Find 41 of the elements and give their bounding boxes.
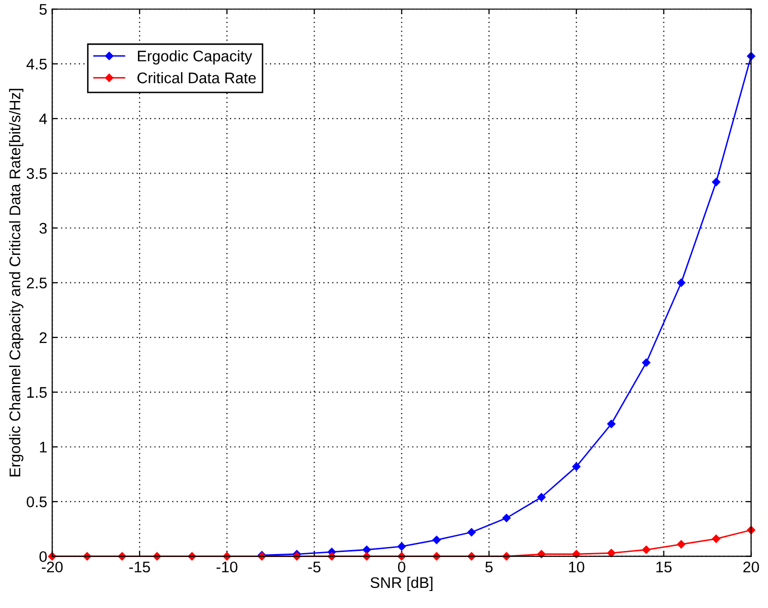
point (607, 420, 616, 428)
x-axis-title: SNR [dB] (370, 576, 432, 592)
y-tick-label: 4.5 (26, 58, 47, 70)
x-tick-label: 0 (398, 562, 406, 572)
y-axis-title: Ergodic Channel Capacity and Critical Data Rate[bit/s/Hz] (9, 88, 24, 476)
point (642, 546, 650, 554)
point (712, 178, 720, 186)
point (537, 493, 546, 502)
y-tick-label: 1 (40, 442, 47, 452)
x-tick-label: 20 (743, 562, 760, 572)
y-tick-label: 3 (39, 222, 47, 234)
x-tick-label: 5 (485, 562, 493, 572)
x-tick-label: -20 (42, 562, 63, 572)
point (572, 550, 581, 558)
y-tick-label: 4 (39, 114, 47, 124)
y-tick-label: 3.5 (26, 168, 47, 179)
legend-label: Ergodic Capacity (138, 50, 252, 64)
point (572, 462, 581, 471)
y-tick-label: 1.5 (27, 387, 47, 398)
point (537, 550, 546, 558)
x-tick-label: -15 (129, 562, 150, 572)
y-tick-label: 0.5 (26, 496, 47, 508)
y-tick-label: 2 (40, 332, 47, 343)
point (467, 528, 476, 536)
x-tick-label: -5 (308, 562, 320, 572)
x-tick-label: -10 (216, 562, 238, 572)
point (502, 514, 511, 522)
point (642, 358, 650, 367)
point (677, 540, 686, 548)
y-tick-label: 0 (39, 551, 47, 562)
point (398, 542, 406, 551)
y-tick-label: 2.5 (26, 278, 47, 288)
x-tick-label: 15 (656, 562, 672, 572)
point (362, 546, 371, 554)
y-tick-label: 5 (39, 4, 47, 15)
x-tick-label: 10 (569, 562, 584, 572)
point (677, 278, 686, 287)
point (712, 534, 720, 543)
point (607, 548, 616, 558)
legend-label: Critical Data Rate (137, 72, 256, 84)
point (432, 536, 441, 544)
